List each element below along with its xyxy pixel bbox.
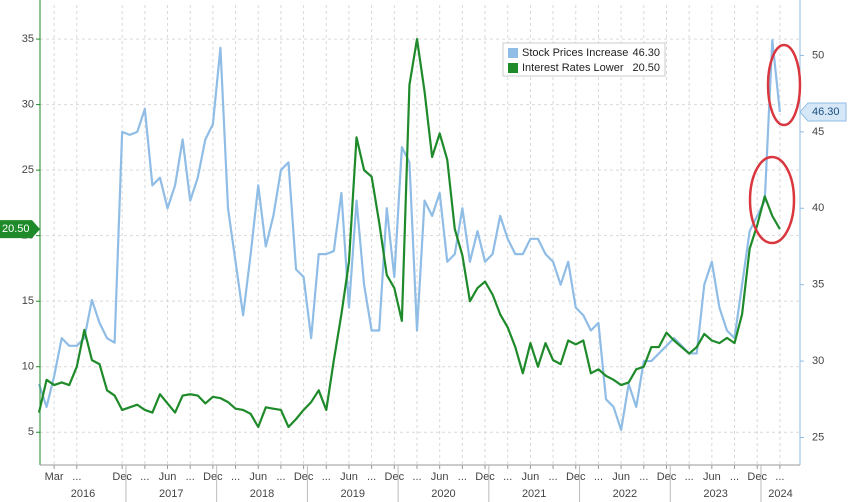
legend: Stock Prices Increase 46.30 Interest Rates… [502, 42, 666, 77]
x-tick-label: ... [775, 471, 784, 483]
year-label: 2018 [250, 488, 274, 500]
y2-tick-label: 45 [812, 126, 824, 138]
y2-tick-label: 30 [812, 355, 824, 367]
x-tick-label: ... [186, 471, 195, 483]
marks [37, 37, 781, 431]
series-line [37, 39, 781, 431]
legend-box [502, 42, 666, 77]
x-tick-label: Dec [112, 471, 132, 483]
x-tick-label: ... [140, 471, 149, 483]
last-value-label: 20.50 [2, 223, 30, 235]
x-tick-label: ... [367, 471, 376, 483]
legend-value: 20.50 [632, 62, 660, 74]
x-tick-label: Dec [294, 471, 314, 483]
y2-tick-label: 25 [812, 431, 824, 443]
x-tick-label: Mar [45, 471, 64, 483]
year-label: 2020 [431, 488, 455, 500]
legend-swatch [508, 63, 518, 73]
x-tick-label: ... [72, 471, 81, 483]
x-tick-label: Jun [431, 471, 449, 483]
last-value-tag [799, 102, 847, 122]
x-tick-label: Jun [249, 471, 267, 483]
x-tick-label: ... [730, 471, 739, 483]
y-tick-label: 25 [22, 164, 34, 176]
x-tick-label: ... [548, 471, 557, 483]
year-label: 2021 [522, 488, 546, 500]
x-tick-label: Dec [385, 471, 405, 483]
series-line [37, 37, 781, 429]
legend-label: Stock Prices Increase [522, 47, 628, 59]
x-tick-label: Jun [340, 471, 358, 483]
year-label: 2016 [71, 488, 95, 500]
y2-tick-label: 35 [812, 279, 824, 291]
x-tick-label: Jun [522, 471, 540, 483]
x-tick-label: Dec [657, 471, 677, 483]
y-tick-label: 15 [22, 295, 34, 307]
x-tick-label: Jun [703, 471, 721, 483]
y-tick-label: 10 [22, 361, 34, 373]
x-tick-label: Jun [159, 471, 177, 483]
x-tick-label: ... [231, 471, 240, 483]
x-tick-label: ... [594, 471, 603, 483]
x-tick-label: Dec [566, 471, 586, 483]
x-tick-label: ... [503, 471, 512, 483]
year-label: 2019 [340, 488, 364, 500]
last-value-label: 46.30 [812, 106, 840, 118]
year-label: 2022 [613, 488, 637, 500]
x-tick-label: ... [322, 471, 331, 483]
legend-value: 46.30 [632, 47, 660, 59]
x-tick-label: ... [412, 471, 421, 483]
x-tick-label: Jun [612, 471, 630, 483]
x-tick-label: ... [276, 471, 285, 483]
y-tick-label: 35 [22, 33, 34, 45]
grid [40, 5, 800, 465]
x-tick-label: ... [458, 471, 467, 483]
year-label: 2024 [768, 488, 792, 500]
legend-swatch [508, 48, 518, 58]
y-tick-label: 30 [22, 99, 34, 111]
year-label: 2023 [703, 488, 727, 500]
highlight-ellipse [766, 43, 802, 127]
y2-tick-label: 50 [812, 49, 824, 61]
year-label: 2017 [159, 488, 183, 500]
x-tick-label: ... [639, 471, 648, 483]
last-value-tag [0, 220, 40, 239]
y2-tick-label: 40 [812, 202, 824, 214]
x-tick-label: Dec [747, 471, 767, 483]
x-tick-label: Dec [203, 471, 223, 483]
y-tick-label: 5 [28, 426, 34, 438]
x-tick-label: ... [685, 471, 694, 483]
x-tick-label: Dec [475, 471, 495, 483]
highlight-ellipse [748, 155, 796, 245]
legend-label: Interest Rates Lower [522, 62, 624, 74]
